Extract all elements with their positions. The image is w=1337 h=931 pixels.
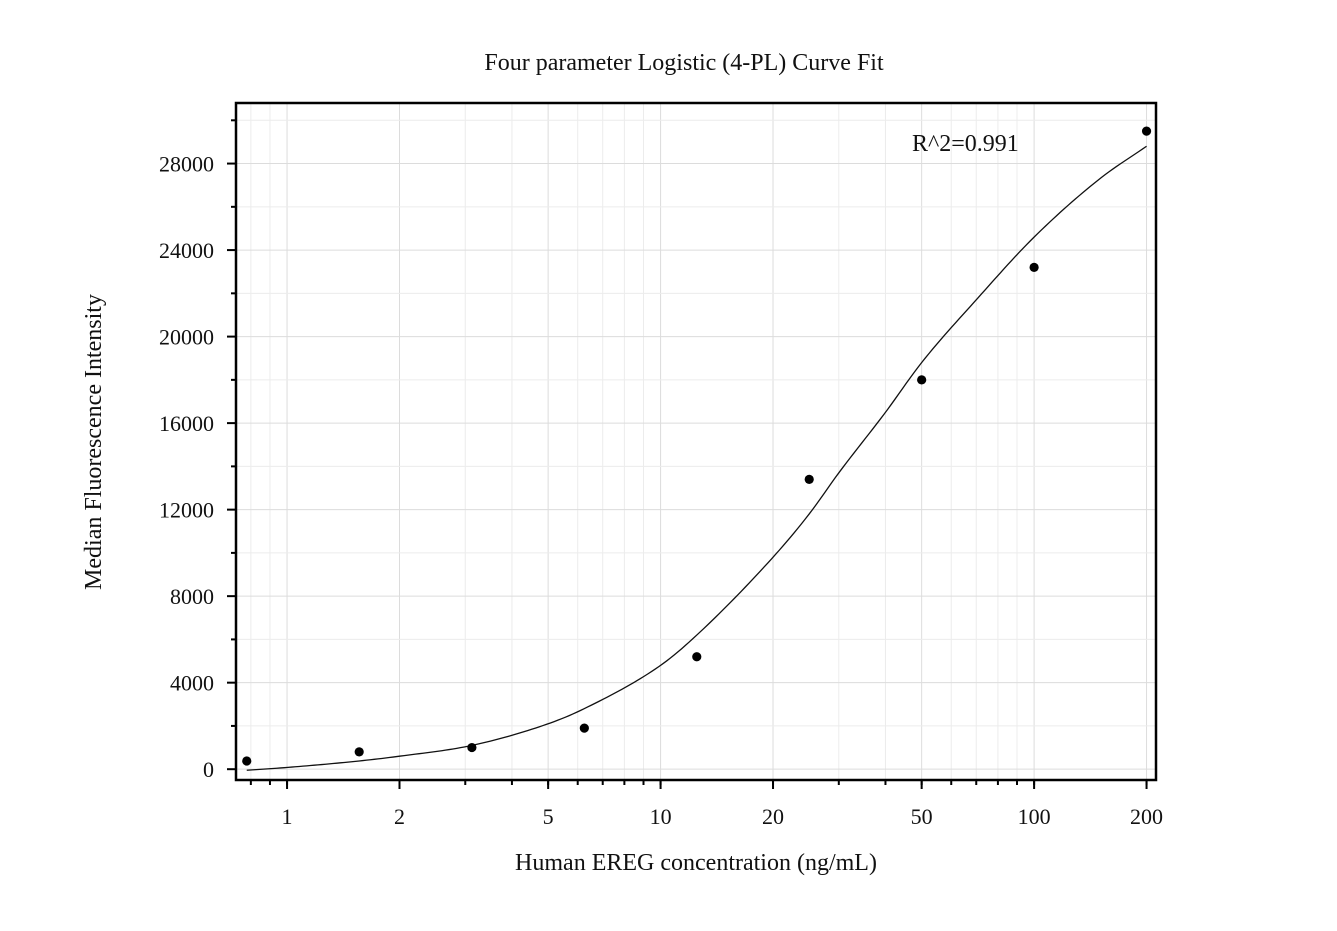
y-tick-labels: 0 4000 8000 12000 16000 20000 24000 28000: [159, 152, 214, 783]
y-tick-label: 4000: [170, 671, 214, 696]
y-tick-label: 0: [203, 757, 214, 782]
y-tick-label: 28000: [159, 152, 214, 177]
chart-title: Four parameter Logistic (4-PL) Curve Fit: [484, 50, 884, 76]
grid: [236, 103, 1156, 780]
axis-ticks: [227, 119, 1148, 789]
x-tick-label: 200: [1130, 804, 1163, 829]
y-tick-label: 8000: [170, 584, 214, 609]
x-tick-label: 100: [1018, 804, 1051, 829]
x-tick-label: 5: [543, 804, 554, 829]
plot-frame: [234, 101, 1158, 782]
y-tick-label: 20000: [159, 325, 214, 350]
fit-curve: [246, 145, 1147, 771]
data-point: [1141, 126, 1152, 136]
data-point: [917, 375, 927, 385]
y-tick-label: 24000: [159, 238, 214, 263]
x-tick-label: 50: [911, 804, 933, 829]
x-axis-label: Human EREG concentration (ng/mL): [515, 850, 877, 876]
y-tick-label: 16000: [159, 411, 214, 436]
x-tick-label: 1: [282, 804, 293, 829]
data-points: [242, 126, 1152, 766]
data-point: [692, 652, 702, 662]
data-point: [354, 747, 364, 757]
x-tick-label: 10: [650, 804, 672, 829]
data-point: [579, 723, 589, 733]
x-tick-label: 2: [394, 804, 405, 829]
y-tick-label: 12000: [159, 498, 214, 523]
y-axis-label: Median Fluorescence Intensity: [81, 294, 107, 590]
data-point: [467, 742, 477, 753]
x-tick-label: 20: [762, 804, 784, 829]
data-point: [242, 756, 252, 766]
r-squared-annotation: R^2=0.991: [912, 131, 1019, 157]
x-tick-labels: 1 2 5 10 20 50 100 200: [282, 804, 1163, 829]
data-point: [1029, 262, 1039, 272]
data-point: [804, 474, 814, 484]
